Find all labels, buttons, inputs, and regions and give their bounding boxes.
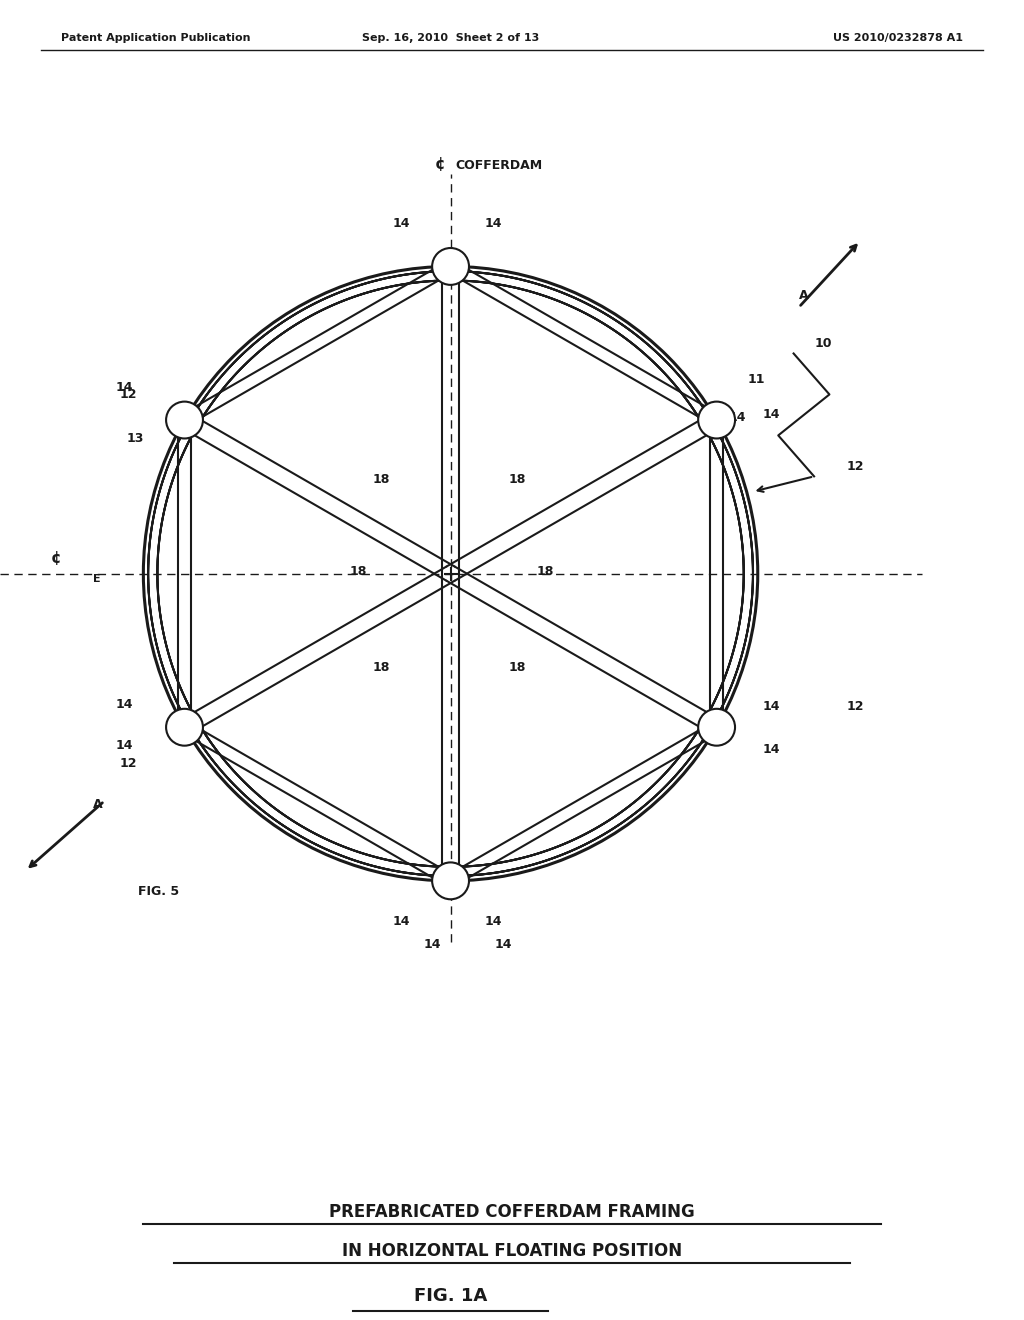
Text: 14: 14 xyxy=(763,408,780,421)
Text: 14: 14 xyxy=(495,937,513,950)
Point xyxy=(168,1255,180,1271)
Text: 18: 18 xyxy=(509,661,525,675)
Text: FIG. 1A: FIG. 1A xyxy=(414,1287,487,1305)
Circle shape xyxy=(698,709,735,746)
Text: 10: 10 xyxy=(814,337,831,350)
Circle shape xyxy=(698,401,735,438)
Text: 14: 14 xyxy=(763,743,780,756)
Text: IN HORIZONTAL FLOATING POSITION: IN HORIZONTAL FLOATING POSITION xyxy=(342,1242,682,1261)
Text: 14: 14 xyxy=(116,380,133,393)
Text: COFFERDAM: COFFERDAM xyxy=(456,160,543,172)
Text: 14: 14 xyxy=(116,698,133,711)
Text: US 2010/0232878 A1: US 2010/0232878 A1 xyxy=(833,33,963,44)
Text: Sep. 16, 2010  Sheet 2 of 13: Sep. 16, 2010 Sheet 2 of 13 xyxy=(361,33,540,44)
Text: 12: 12 xyxy=(119,388,137,401)
Circle shape xyxy=(432,862,469,899)
Text: FIG. 5: FIG. 5 xyxy=(138,884,179,898)
Text: A: A xyxy=(92,797,102,810)
Point xyxy=(874,1216,887,1232)
Text: 11: 11 xyxy=(748,372,765,385)
Text: 14: 14 xyxy=(392,216,411,230)
Text: 18: 18 xyxy=(537,565,553,578)
Circle shape xyxy=(166,709,203,746)
Point xyxy=(542,1303,554,1319)
Text: 14: 14 xyxy=(392,915,411,928)
Text: 18: 18 xyxy=(373,473,389,486)
Point xyxy=(137,1216,150,1232)
Text: Patent Application Publication: Patent Application Publication xyxy=(61,33,251,44)
Point xyxy=(844,1255,856,1271)
Text: 14: 14 xyxy=(423,937,441,950)
Text: 14: 14 xyxy=(729,412,746,425)
Text: 14: 14 xyxy=(763,700,780,713)
Text: 12: 12 xyxy=(119,756,137,770)
Circle shape xyxy=(166,401,203,438)
Text: PREFABRICATED COFFERDAM FRAMING: PREFABRICATED COFFERDAM FRAMING xyxy=(329,1203,695,1221)
Text: 13: 13 xyxy=(126,432,143,445)
Text: 12: 12 xyxy=(846,700,864,713)
Text: ¢: ¢ xyxy=(435,157,445,172)
Text: 14: 14 xyxy=(116,739,133,752)
Text: 14: 14 xyxy=(484,915,503,928)
Text: E: E xyxy=(93,574,101,583)
Text: 12: 12 xyxy=(846,459,864,473)
Text: 18: 18 xyxy=(509,473,525,486)
Text: ¢: ¢ xyxy=(51,550,61,566)
Point xyxy=(347,1303,359,1319)
Text: 14: 14 xyxy=(484,216,503,230)
Circle shape xyxy=(432,248,469,285)
Text: 18: 18 xyxy=(350,565,367,578)
Text: A: A xyxy=(799,289,809,302)
Text: 18: 18 xyxy=(373,661,389,675)
